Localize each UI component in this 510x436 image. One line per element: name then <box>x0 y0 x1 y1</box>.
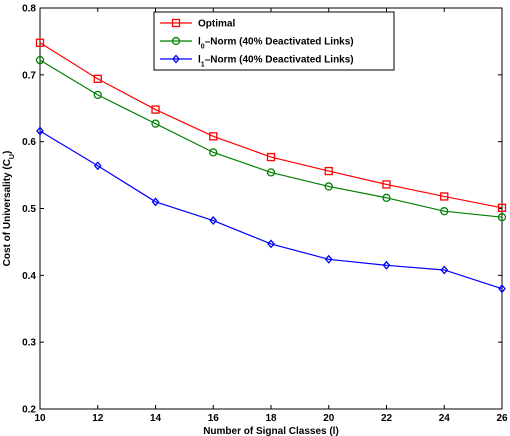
data-point <box>151 197 160 207</box>
data-point <box>324 182 333 191</box>
x-tick-label: 24 <box>439 413 451 424</box>
legend-label: Optimal <box>198 19 235 30</box>
data-point <box>209 216 218 226</box>
legend-label: l0–Norm (40% Deactivated Links) <box>198 37 354 51</box>
data-point <box>324 254 333 264</box>
data-point <box>209 132 218 141</box>
legend-box <box>153 11 395 71</box>
data-point <box>151 105 160 114</box>
data-point <box>382 180 391 189</box>
legend-entry: l0–Norm (40% Deactivated Links) <box>160 36 354 51</box>
data-point <box>209 148 218 157</box>
series-0 <box>35 38 507 212</box>
data-point <box>266 152 276 162</box>
data-point <box>267 239 275 249</box>
data-point <box>93 74 102 83</box>
data-point <box>93 161 102 171</box>
data-point <box>35 55 45 65</box>
y-axis-label: Cost of Universality (CU) <box>2 151 16 267</box>
data-point <box>151 119 160 128</box>
x-tick-label: 22 <box>381 413 393 424</box>
series-line <box>39 59 503 218</box>
data-point <box>36 126 44 136</box>
series-line <box>39 42 503 209</box>
data-point <box>440 207 449 216</box>
data-point <box>171 18 181 28</box>
plot-area <box>39 7 503 410</box>
data-point <box>497 213 507 222</box>
x-tick-label: 20 <box>323 413 335 424</box>
x-tick-label: 14 <box>150 413 162 424</box>
data-point <box>35 38 45 47</box>
data-point <box>172 54 180 64</box>
legend-entry: l1–Norm (40% Deactivated Links) <box>160 54 354 69</box>
data-point <box>324 166 333 176</box>
legend-entry: Optimal <box>160 19 235 30</box>
x-tick-label: 26 <box>496 413 508 424</box>
legend-label: l1–Norm (40% Deactivated Links) <box>198 55 354 69</box>
legend-entries: Optimal l0–Norm (40% Deactivated Links) l1… <box>160 19 354 69</box>
data-point <box>382 193 391 202</box>
x-axis-label: Number of Signal Classes (l) <box>203 426 339 436</box>
y-tick-label: 0.7 <box>22 70 36 81</box>
x-tick-label: 18 <box>265 413 277 424</box>
x-tick-label: 10 <box>34 413 46 424</box>
series-2 <box>36 126 506 294</box>
legend: Optimal l0–Norm (40% Deactivated Links) l1… <box>153 11 395 71</box>
data-point <box>497 203 507 212</box>
data-point <box>171 36 181 46</box>
data-point <box>440 265 449 275</box>
y-tick-label: 0.8 <box>22 4 36 15</box>
series-1 <box>35 55 507 222</box>
data-point <box>93 90 102 100</box>
series-line <box>39 130 503 290</box>
y-tick-label: 0.2 <box>22 405 36 416</box>
data-point <box>498 284 506 294</box>
y-tick-label: 0.3 <box>22 338 36 349</box>
y-axis-label-subscript: U <box>9 154 16 159</box>
x-tick-label: 12 <box>92 413 104 424</box>
data-point <box>440 192 449 201</box>
axis-ticks: 10 12 14 16 18 20 22 24 26 0.2 0.3 0.4 0.5 0.6 0.7 0.8 <box>22 4 508 425</box>
series-layer <box>35 38 507 294</box>
y-tick-label: 0.6 <box>22 137 36 148</box>
data-point <box>382 260 391 270</box>
y-tick-label: 0.5 <box>22 204 36 215</box>
x-tick-label: 16 <box>208 413 220 424</box>
data-point <box>266 168 276 177</box>
y-tick-label: 0.4 <box>22 271 36 282</box>
